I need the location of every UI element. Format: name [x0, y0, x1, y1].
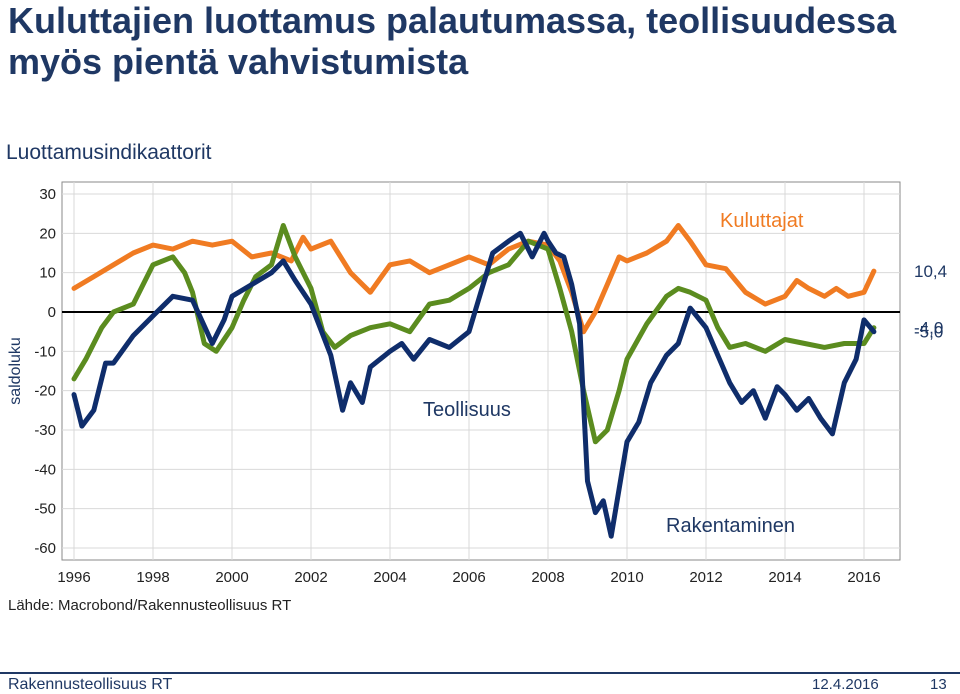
x-tick-label: 2006: [452, 569, 485, 586]
y-tick-label: -60: [34, 540, 56, 557]
footer-page-number: 13: [930, 676, 947, 693]
x-tick-label: 1996: [57, 569, 90, 586]
series-line-teollisuus: [71, 223, 877, 445]
x-tick-label: 2010: [610, 569, 643, 586]
y-axis-label: saldoluku: [7, 337, 24, 405]
series-line-rakentaminen: [71, 230, 877, 539]
x-tick-label: 2016: [847, 569, 880, 586]
footer-organization: Rakennusteollisuus RT: [8, 676, 173, 693]
x-tick-label: 2012: [689, 569, 722, 586]
x-tick-label: 2000: [215, 569, 248, 586]
plot-area: [61, 181, 901, 561]
y-tick-label: 20: [39, 225, 56, 242]
y-tick-label: 10: [39, 265, 56, 282]
y-tick-label: -30: [34, 422, 56, 439]
y-tick-label: 0: [48, 304, 56, 321]
series-label-kuluttajat: Kuluttajat: [720, 210, 804, 232]
footer-divider: [0, 672, 960, 674]
end-label-kuluttajat: 10,4: [914, 262, 947, 281]
y-tick-label: 30: [39, 186, 56, 203]
end-label-rakentaminen: -5,0: [914, 323, 943, 342]
y-tick-label: -40: [34, 461, 56, 478]
x-tick-label: 1998: [136, 569, 169, 586]
series-label-teollisuus: Teollisuus: [423, 399, 511, 421]
page-title: Kuluttajien luottamus palautumassa, teol…: [8, 0, 897, 82]
y-tick-label: -20: [34, 383, 56, 400]
source-note: Lähde: Macrobond/Rakennusteollisuus RT: [8, 597, 292, 614]
end-label-teollisuus: -4,0: [914, 319, 943, 338]
x-tick-label: 2014: [768, 569, 801, 586]
chart-subtitle: Luottamusindikaattorit: [6, 141, 212, 164]
series-label-rakentaminen: Rakentaminen: [666, 515, 795, 537]
y-tick-label: -10: [34, 343, 56, 360]
x-tick-label: 2008: [531, 569, 564, 586]
x-tick-label: 2002: [294, 569, 327, 586]
footer-date: 12.4.2016: [812, 676, 879, 693]
y-tick-label: -50: [34, 501, 56, 518]
x-tick-label: 2004: [373, 569, 406, 586]
